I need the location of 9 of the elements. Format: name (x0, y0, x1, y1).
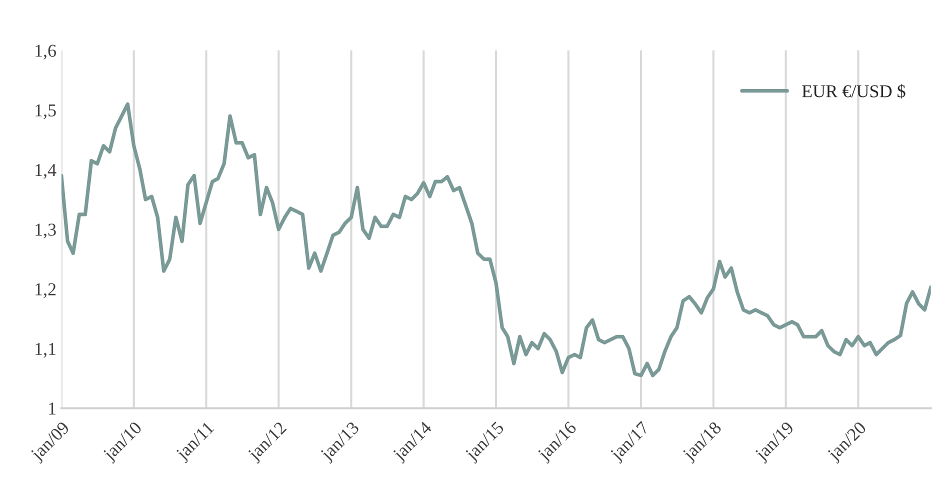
line-series (61, 102, 931, 378)
y-tick-label: 1,6 (36, 44, 56, 60)
y-tick-label: 1,5 (36, 104, 56, 120)
y-tick-label: 1,3 (36, 224, 56, 238)
y-tick-label: 1 (49, 402, 56, 415)
y-tick-label: 1,4 (36, 164, 56, 179)
y-tick-label: 1,1 (36, 342, 56, 358)
legend-label: EUR €/USD $ (802, 84, 906, 99)
y-tick-label: 1,2 (36, 283, 56, 298)
